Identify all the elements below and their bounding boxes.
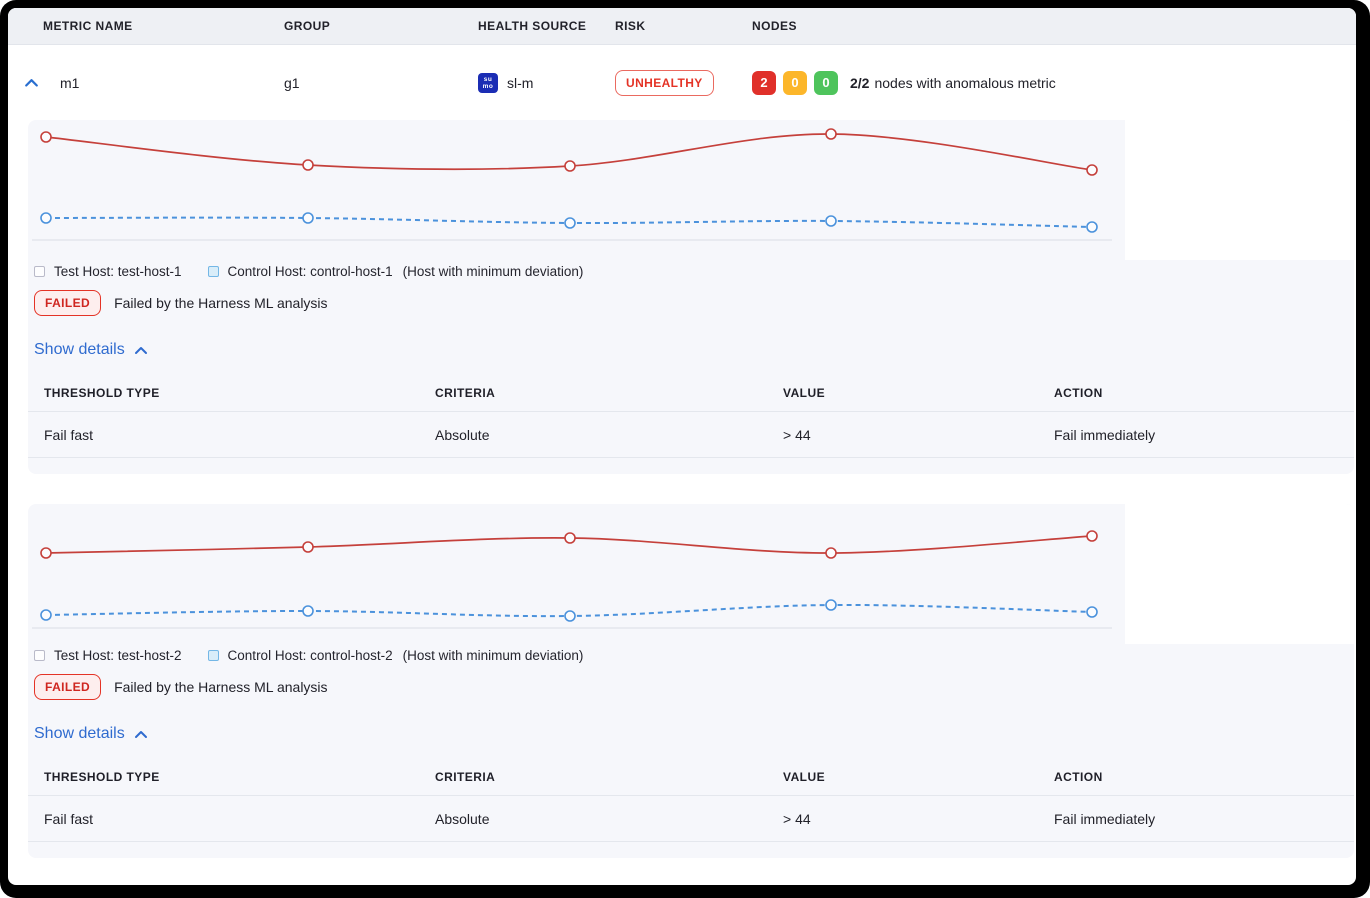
action-value: Fail immediately [1054, 426, 1156, 443]
chevron-up-icon [134, 346, 147, 354]
minimum-deviation-note-2: (Host with minimum deviation) [402, 648, 584, 663]
analysis-status-row-2: FAILED Failed by the Harness ML analysis [34, 674, 1354, 700]
warning-node-count-badge: 0 [783, 70, 807, 95]
group-value: g1 [284, 74, 300, 91]
chart-legend-2: Test Host: test-host-2 Control Host: con… [34, 648, 1354, 663]
control-host-swatch-icon [207, 650, 219, 661]
legend-test-host-2[interactable]: Test Host: test-host-2 [34, 648, 182, 663]
legend-test-host-1[interactable]: Test Host: test-host-1 [34, 264, 182, 279]
failed-message-1: Failed by the Harness ML analysis [114, 295, 328, 311]
threshold-table-2: THRESHOLD TYPE CRITERIA VALUE ACTION Fai… [28, 764, 1354, 842]
timeseries-chart-2[interactable] [28, 504, 1125, 644]
host-analysis-card-2: Test Host: test-host-2 Control Host: con… [28, 504, 1354, 858]
minimum-deviation-note-1: (Host with minimum deviation) [402, 264, 584, 279]
test-host-swatch-icon [34, 650, 45, 661]
threshold-type-value: Fail fast [44, 810, 94, 827]
timeseries-chart-1[interactable] [28, 120, 1125, 260]
value-value: > 44 [783, 426, 811, 443]
col-group: GROUP [284, 19, 331, 33]
table-column-header: METRIC NAME GROUP HEALTH SOURCE RISK NOD… [8, 8, 1356, 45]
threshold-table-row: Fail fast Absolute > 44 Fail immediately [28, 412, 1354, 458]
host-analysis-card-1: Test Host: test-host-1 Control Host: con… [28, 120, 1354, 474]
chart-row-2 [28, 504, 1354, 644]
legend-control-host-2[interactable]: Control Host: control-host-2 [207, 648, 393, 663]
failed-badge-1: FAILED [34, 290, 102, 316]
healthy-node-count-badge: 0 [814, 70, 838, 95]
legend-control-host-1[interactable]: Control Host: control-host-1 [207, 264, 393, 279]
nodes-cell: 2 0 0 2/2 nodes with anomalous metric [752, 70, 1356, 95]
criteria-value: Absolute [435, 810, 490, 827]
failed-message-2: Failed by the Harness ML analysis [114, 679, 328, 695]
unhealthy-node-count-badge: 2 [752, 70, 776, 95]
col-health-source: HEALTH SOURCE [478, 19, 587, 33]
nodes-ratio: 2/2 [850, 74, 870, 91]
failed-badge-2: FAILED [34, 674, 102, 700]
metric-row[interactable]: m1 g1 su mo sl-m UNHEALTHY 2 0 0 2/2 node… [8, 45, 1356, 120]
threshold-type-value: Fail fast [44, 426, 94, 443]
action-value: Fail immediately [1054, 810, 1156, 827]
threshold-table-row: Fail fast Absolute > 44 Fail immediately [28, 796, 1354, 842]
control-host-swatch-icon [207, 266, 219, 277]
nodes-summary-text: nodes with anomalous metric [874, 74, 1056, 91]
col-metric-name: METRIC NAME [43, 19, 133, 33]
show-details-toggle-2[interactable]: Show details [34, 725, 148, 743]
sumo-logic-icon: su mo [478, 72, 498, 93]
metric-name-value: m1 [60, 74, 80, 91]
chart-side-panel-2 [1125, 504, 1354, 644]
value-value: > 44 [783, 810, 811, 827]
collapse-row-chevron-up-icon[interactable] [24, 73, 44, 93]
col-nodes: NODES [752, 19, 797, 33]
chart-row-1 [28, 120, 1354, 260]
chart-side-panel-1 [1125, 120, 1354, 260]
health-source-value: sl-m [507, 74, 534, 91]
col-risk: RISK [615, 19, 646, 33]
threshold-table-header-2: THRESHOLD TYPE CRITERIA VALUE ACTION [28, 764, 1354, 796]
nodes-summary: 2/2 nodes with anomalous metric [850, 75, 1056, 91]
show-details-toggle-1[interactable]: Show details [34, 341, 148, 359]
chevron-up-icon [134, 730, 147, 738]
analysis-status-row-1: FAILED Failed by the Harness ML analysis [34, 290, 1354, 316]
health-source-cell: su mo sl-m [478, 72, 615, 93]
threshold-table-header-1: THRESHOLD TYPE CRITERIA VALUE ACTION [28, 380, 1354, 412]
chart-legend-1: Test Host: test-host-1 Control Host: con… [34, 264, 1354, 279]
test-host-swatch-icon [34, 266, 45, 277]
criteria-value: Absolute [435, 426, 490, 443]
risk-status-badge: UNHEALTHY [615, 69, 714, 96]
verification-metrics-panel: METRIC NAME GROUP HEALTH SOURCE RISK NOD… [8, 8, 1356, 885]
threshold-table-1: THRESHOLD TYPE CRITERIA VALUE ACTION Fai… [28, 380, 1354, 458]
